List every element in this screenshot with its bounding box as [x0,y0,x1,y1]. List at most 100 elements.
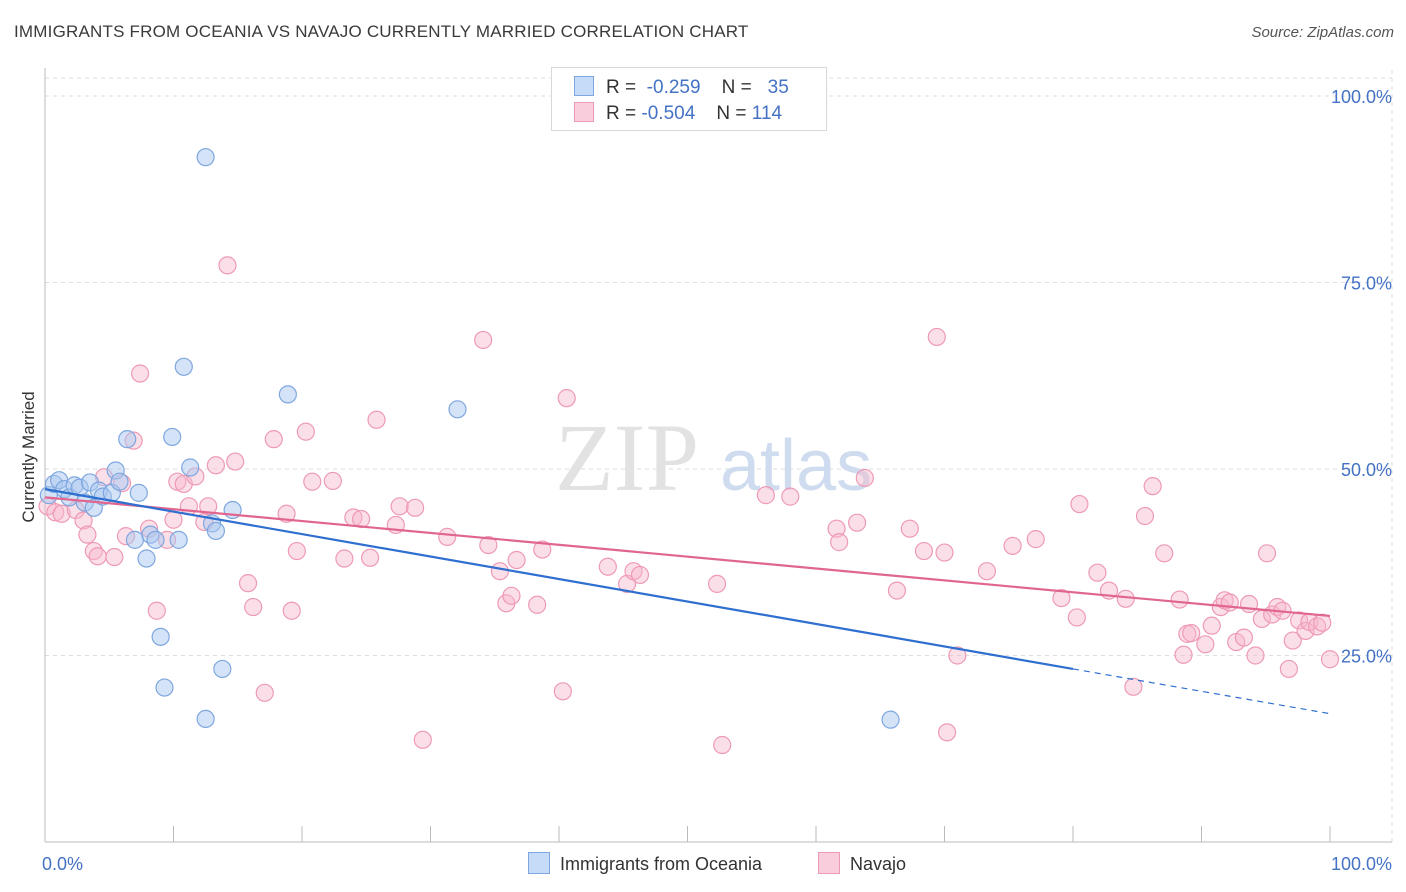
oceania-point [206,521,226,541]
navajo-point [827,519,846,538]
navajo-point [977,562,997,581]
navajo-point [287,541,306,561]
navajo-point [130,364,150,383]
navajo-point [598,557,617,576]
oceania-point [137,549,156,568]
navajo-point [1124,677,1143,696]
navajo-point [1067,608,1086,627]
oceania-point [125,530,145,549]
oceania-point [110,472,129,491]
navajo-point [1052,588,1071,608]
bottom-legend-navajo: Navajo [818,852,906,875]
oceania-trend-line [44,488,1074,671]
navajo-point [557,389,576,408]
navajo-point [1116,589,1135,608]
navajo-point [1088,563,1107,582]
oceania-point [169,530,188,549]
navajo-point [474,330,493,350]
navajo-point [361,548,380,567]
navajo-point [367,410,386,429]
navajo-point [199,497,218,516]
axes [44,68,1392,843]
chart-title: IMMIGRANTS FROM OCEANIA VS NAVAJO CURREN… [14,22,749,41]
navajo-point [164,510,183,529]
navajo-point [1155,544,1174,563]
navajo-point [1246,646,1265,665]
navajo-point [264,430,283,449]
navajo-point [1182,624,1201,643]
navajo-point [855,468,874,488]
oceania-point [213,659,232,679]
navajo-point [88,547,107,566]
legend-row-oceania: R = -0.259 N = 35 [574,76,789,100]
navajo-point [1170,590,1189,609]
navajo-point [390,497,409,516]
navajo-point [756,486,775,505]
navajo-point [630,565,650,585]
bottom-legend-label-navajo: Navajo [850,854,907,874]
navajo-point [848,513,867,532]
navajo-point [438,527,457,546]
navajo-point [927,327,946,347]
navajo-point [479,535,498,555]
navajo-point [937,723,957,742]
navajo-point [255,683,274,702]
navajo-point [74,511,93,530]
navajo-points [38,256,1340,755]
oceania-point [196,709,215,729]
oceania-point [118,430,137,449]
correlation-legend: R = -0.259 N = 35 R = -0.504 N = 114 [551,67,827,131]
oceania-point [881,710,900,729]
navajo-point [1070,494,1089,514]
oceania-point [196,148,215,167]
navajo-point [1202,616,1221,635]
navajo-point [1283,631,1302,650]
y-tick-label: 25.0% [1341,647,1392,667]
bottom-legend-swatch-oceania [528,852,550,874]
navajo-point [528,595,547,614]
navajo-point [935,543,954,562]
navajo-point [277,504,296,523]
grid-lines [45,70,1393,842]
navajo-point [914,541,934,561]
navajo-point [52,504,71,523]
navajo-point [713,735,732,755]
navajo-point [303,472,322,491]
navajo-point [413,730,432,749]
bottom-legend-oceania: Immigrants from Oceania [528,852,762,875]
navajo-point [1026,530,1045,549]
legend-n-value-navajo: 114 [751,103,783,124]
legend-r-label: R = [606,77,637,98]
navajo-point [507,550,526,570]
navajo-point [226,452,245,471]
navajo-point [781,487,800,506]
navajo-point [1003,536,1022,555]
y-axis-title: Currently Married [19,391,38,522]
y-tick-label: 50.0% [1341,460,1392,480]
navajo-point [218,256,237,275]
navajo-point [206,456,226,475]
navajo-point [887,581,907,600]
chart-source: Source: ZipAtlas.com [1251,24,1394,41]
tick-labels: 25.0% 50.0% 75.0% 100.0% 0.0% 100.0% Currently… [19,87,1392,874]
legend-n-label: N = [716,103,747,124]
navajo-point [502,586,521,605]
legend-r-label: R = [606,103,637,124]
watermark: ZIP atlas [555,404,872,511]
navajo-point [1279,659,1298,679]
oceania-point [155,678,174,697]
legend-n-value-oceania: 35 [767,77,789,98]
navajo-point [1296,621,1315,640]
x-tick-label: 0.0% [42,854,83,874]
bottom-legend-swatch-navajo [818,852,840,874]
x-tick-label: 100.0% [1331,854,1392,874]
oceania-point [163,427,182,447]
navajo-point [78,525,97,544]
navajo-point [335,549,354,568]
navajo-point [323,471,342,491]
navajo-point [147,601,166,620]
y-tick-label: 75.0% [1341,274,1392,294]
navajo-point [1143,477,1162,496]
oceania-point [278,385,297,404]
